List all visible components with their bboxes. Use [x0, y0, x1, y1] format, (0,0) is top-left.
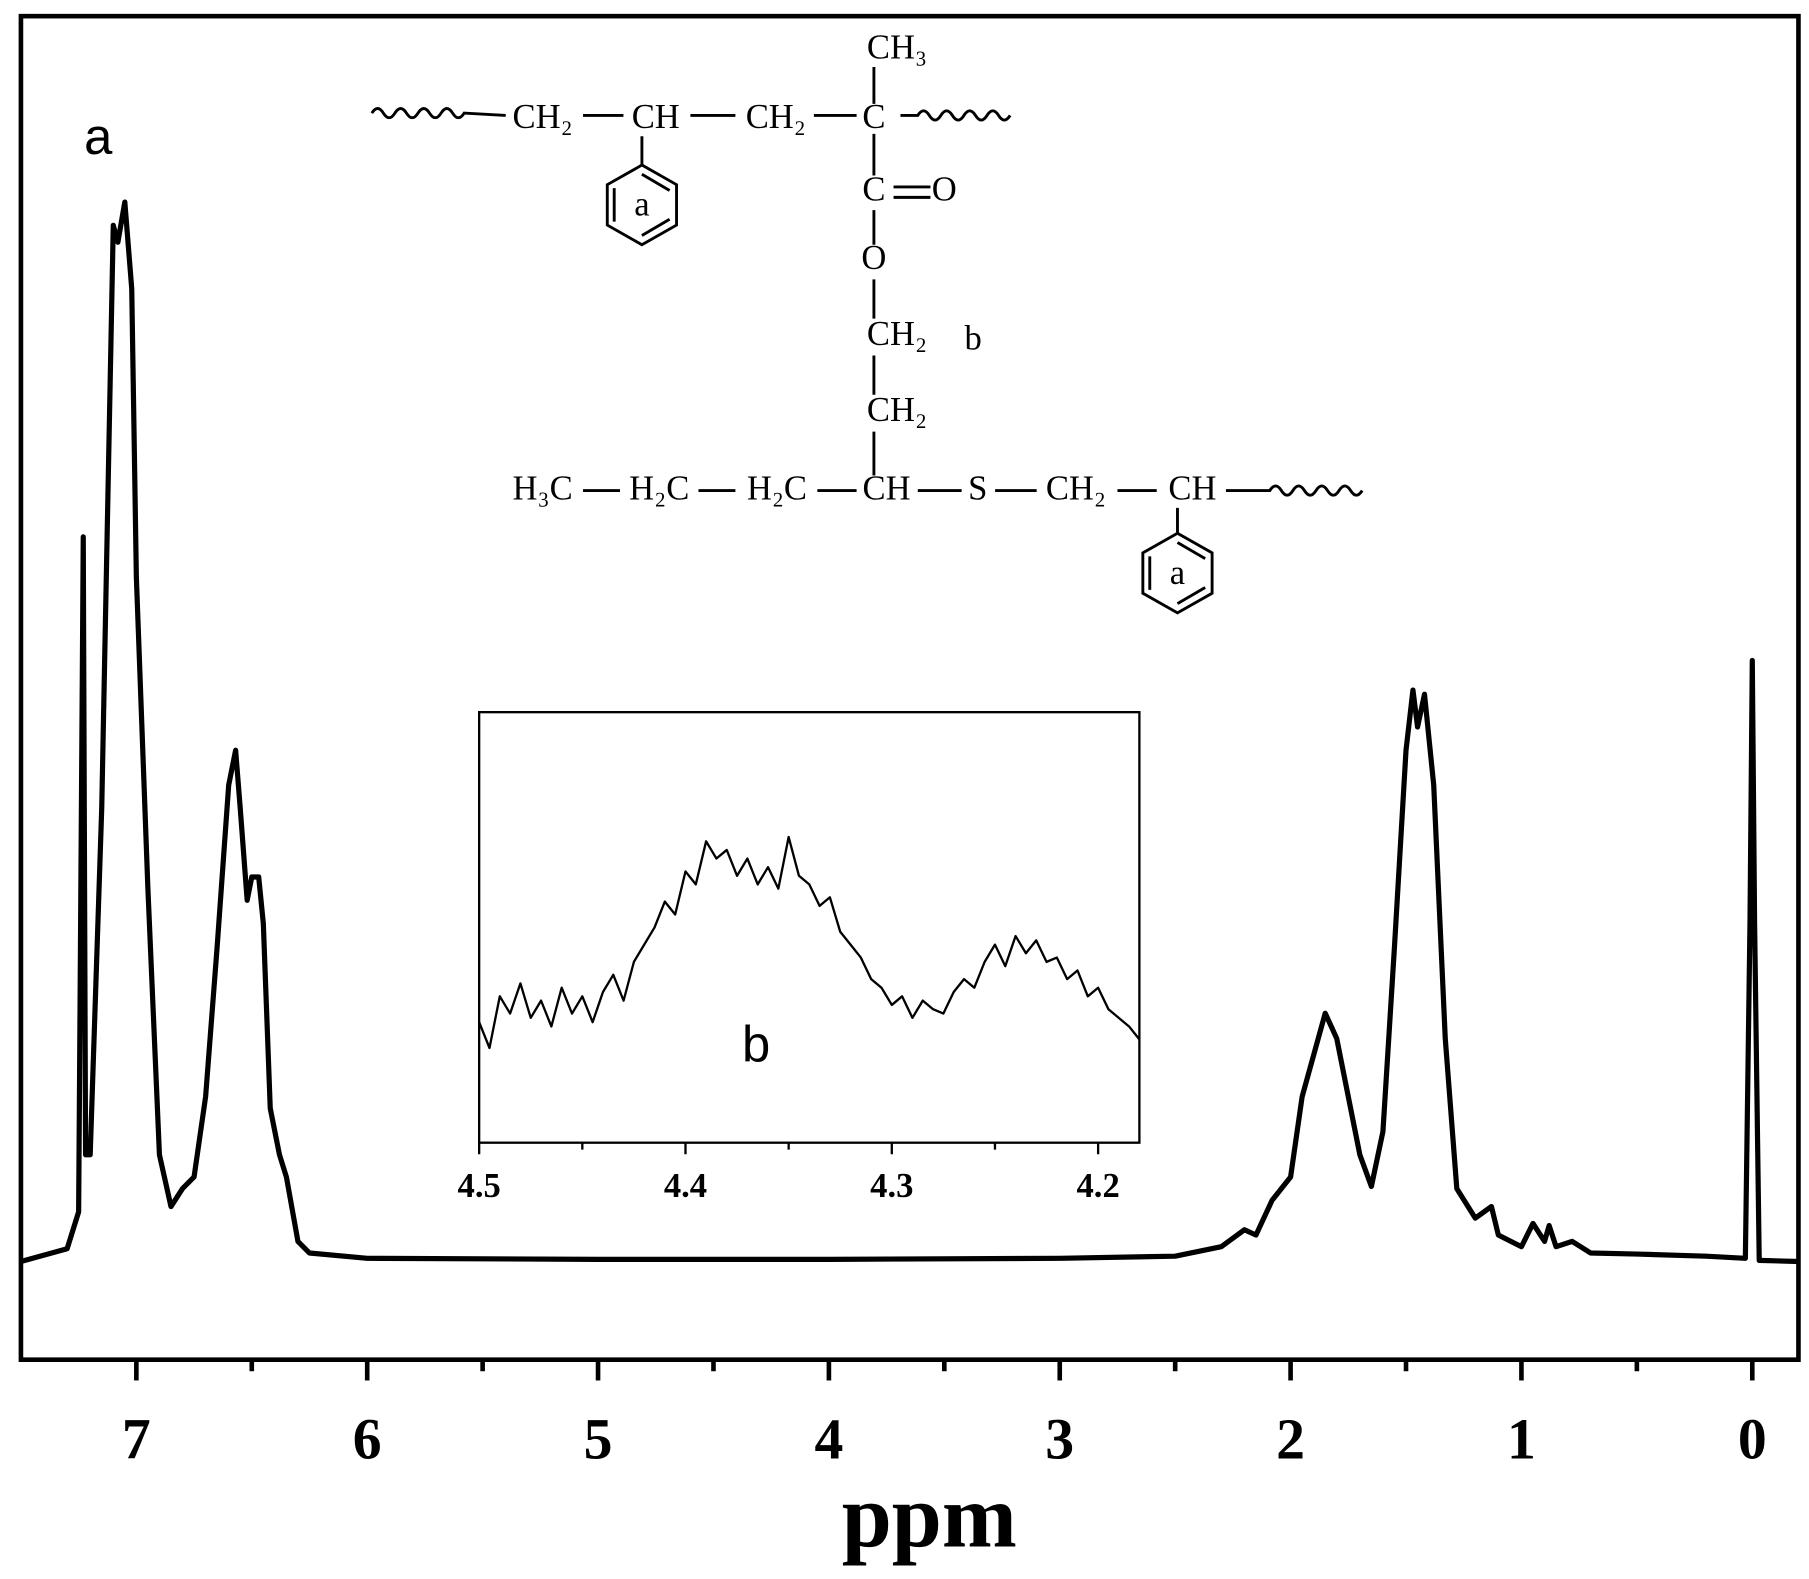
x-tick-label: 2: [1276, 1408, 1305, 1471]
structure: CH₂ CH CH₂ CH₃ C C O O CH₂ b CH₂ H₃C H₂C…: [370, 29, 1364, 615]
x-tick-label: 4.2: [1076, 1167, 1119, 1205]
atom-label: H₂C: [747, 470, 807, 508]
x-tick-label: 4.3: [870, 1167, 913, 1205]
x-tick-label: 1: [1507, 1408, 1536, 1471]
x-axis-label: ppm: [842, 1468, 1017, 1567]
x-tick-label: 0: [1738, 1408, 1767, 1471]
x-tick-label: 3: [1045, 1408, 1074, 1471]
atom-label: CH₂: [867, 391, 927, 429]
atom-label: O: [932, 171, 957, 209]
wavy-bond: [370, 107, 506, 120]
atom-label: H₂C: [629, 470, 689, 508]
spectrum-line: [478, 835, 1141, 1050]
atom-label: C: [862, 98, 885, 136]
ring-label: a: [634, 186, 649, 224]
atom-label: CH: [632, 98, 680, 136]
benzene-ring: [605, 163, 678, 247]
annotation: b: [965, 320, 982, 358]
bond: [583, 66, 1179, 534]
atom-label: CH₃: [867, 29, 927, 67]
x-tick-label: 6: [353, 1408, 382, 1471]
x-tick-label: 5: [584, 1408, 613, 1471]
atom-label: C: [862, 171, 885, 209]
plot-frame: [478, 711, 1141, 1144]
benzene-ring: [1141, 531, 1214, 615]
wavy-bond: [1225, 484, 1364, 497]
atom-label: CH₂: [867, 315, 927, 353]
atom-label: S: [968, 470, 987, 508]
atom-label: CH: [1168, 470, 1216, 508]
atom-label: CH: [863, 470, 911, 508]
x-tick-label: 4.5: [458, 1167, 501, 1205]
atom-label: CH₂: [1046, 470, 1106, 508]
atom-label: O: [861, 239, 886, 277]
ring-label: a: [1170, 554, 1185, 592]
spectrum-line: [20, 199, 1799, 1265]
plot-frame: [18, 13, 1801, 1363]
atom-label: H₃C: [513, 470, 573, 508]
annotation: b: [742, 1015, 770, 1072]
wavy-bond: [900, 109, 1012, 122]
atom-label: CH₂: [513, 98, 573, 136]
x-tick-label: 4.4: [664, 1167, 707, 1205]
atom-label: CH₂: [746, 98, 806, 136]
annotation: a: [84, 108, 113, 165]
x-tick-label: 4: [814, 1408, 843, 1471]
x-tick-label: 7: [122, 1408, 151, 1471]
